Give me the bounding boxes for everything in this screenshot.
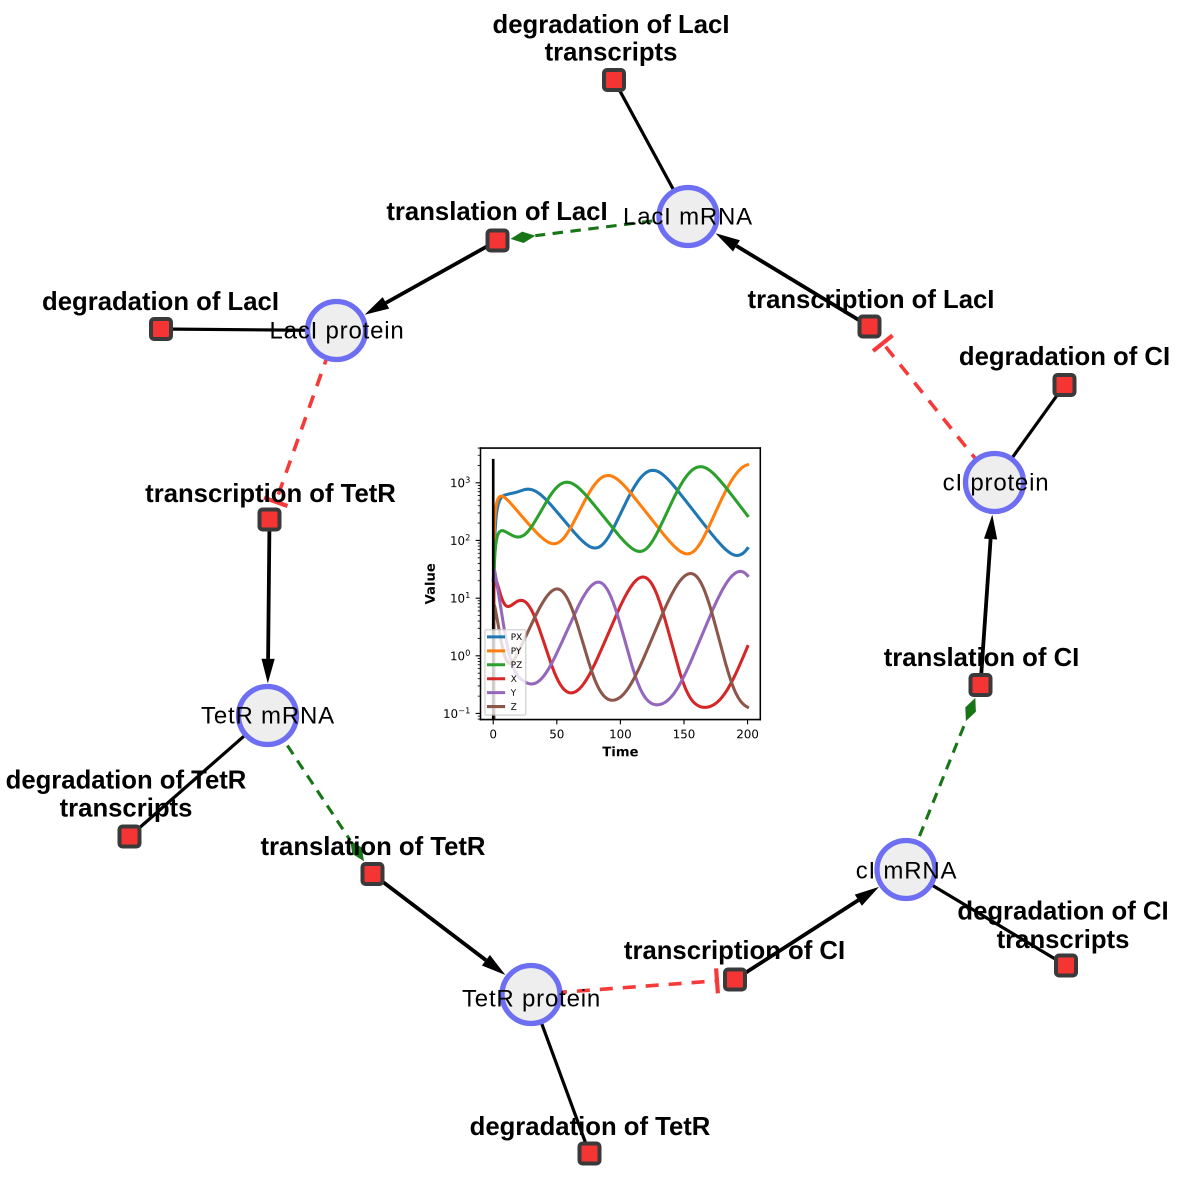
- svg-text:LacI mRNA: LacI mRNA: [623, 204, 753, 231]
- svg-text:transcripts: transcripts: [997, 926, 1130, 954]
- svg-text:transcription of CI: transcription of CI: [624, 937, 845, 965]
- svg-text:translation of LacI: translation of LacI: [386, 198, 607, 226]
- svg-text:degradation of LacI: degradation of LacI: [42, 288, 279, 316]
- svg-text:cI mRNA: cI mRNA: [856, 858, 958, 885]
- svg-text:transcription of TetR: transcription of TetR: [145, 480, 396, 508]
- svg-text:transcripts: transcripts: [60, 795, 193, 823]
- svg-text:transcripts: transcripts: [545, 39, 678, 67]
- svg-text:TetR protein: TetR protein: [462, 986, 601, 1013]
- svg-text:translation of CI: translation of CI: [884, 644, 1080, 672]
- svg-text:LacI protein: LacI protein: [269, 318, 404, 345]
- svg-text:degradation of TetR: degradation of TetR: [470, 1113, 711, 1141]
- svg-text:degradation of TetR: degradation of TetR: [6, 767, 247, 795]
- svg-text:TetR mRNA: TetR mRNA: [201, 703, 335, 730]
- svg-text:degradation of CI: degradation of CI: [957, 898, 1168, 926]
- svg-text:translation of TetR: translation of TetR: [260, 833, 485, 861]
- svg-text:transcription of LacI: transcription of LacI: [748, 286, 995, 314]
- svg-text:cI protein: cI protein: [943, 470, 1050, 497]
- svg-text:degradation of LacI: degradation of LacI: [493, 11, 730, 39]
- svg-text:degradation of CI: degradation of CI: [959, 343, 1170, 371]
